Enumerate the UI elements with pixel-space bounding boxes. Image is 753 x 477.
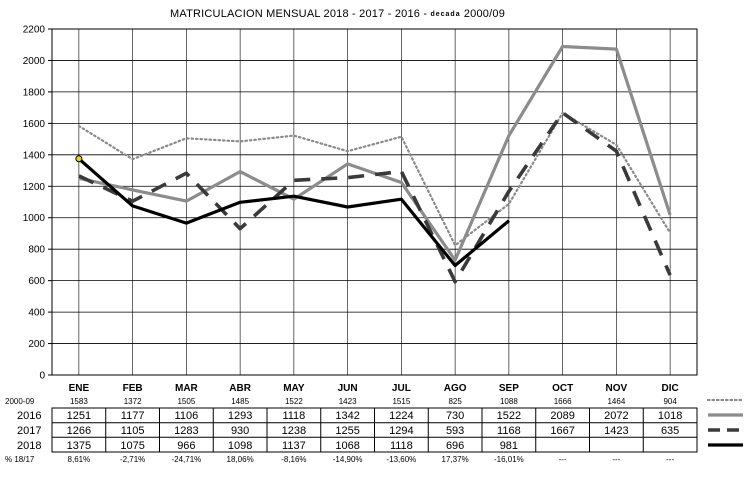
y-tick-label: 1600 [23, 119, 46, 130]
y-tick-label: 1800 [23, 87, 46, 98]
table-cell-2000-09: 904 [663, 397, 677, 406]
table-cell-pct: -24,71% [171, 455, 201, 464]
x-tick-label-dic: DIC [662, 383, 679, 394]
table-cell-2000-09: 825 [448, 397, 462, 406]
table-cell-2000-09: 1666 [554, 397, 572, 406]
table-cell-2017: 635 [661, 425, 679, 437]
table-cell-2016: 1106 [175, 410, 199, 422]
table-cell-2017: 1255 [335, 425, 359, 437]
x-tick-label-abr: ABR [229, 383, 251, 394]
series-line-2016 [78, 44, 672, 262]
y-tick-label: 1000 [23, 213, 46, 224]
x-tick-label-jun: JUN [338, 383, 358, 394]
table-cell-2016: 1118 [282, 410, 305, 422]
table-cell-pct: -8,16% [281, 455, 306, 464]
table-row-label-2016: 2016 [17, 410, 41, 422]
table-cell-2018: 1098 [228, 440, 252, 452]
x-tick-label-ene: ENE [69, 383, 90, 394]
y-tick-label: 1400 [23, 150, 46, 161]
table-row-label-2000-09: 2000-09 [5, 397, 35, 406]
table-cell-2000-09: 1522 [285, 397, 303, 406]
table-cell-2000-09: 1583 [70, 397, 88, 406]
y-tick-label: 600 [28, 276, 45, 287]
table-cell-2016: 1224 [389, 410, 413, 422]
table-cell-2018: 696 [446, 440, 464, 452]
y-tick-label: 400 [28, 308, 45, 319]
table-cell-pct: --- [559, 455, 567, 464]
table-cell-2018: 1375 [67, 440, 91, 452]
x-tick-label-nov: NOV [606, 383, 628, 394]
table-cell-2017: 1168 [497, 425, 521, 437]
table-cell-2016: 2089 [550, 410, 574, 422]
table-row-label-pct: % 18/17 [5, 455, 35, 464]
table-cell-2017: 1667 [550, 425, 574, 437]
table-cell-2017: 1283 [174, 425, 198, 437]
table-cell-2016: 1522 [497, 410, 521, 422]
table-cell-2017: 1423 [604, 425, 628, 437]
series-line-2018 [77, 157, 510, 268]
first-point-marker [75, 155, 83, 163]
table-cell-2018: 1137 [282, 440, 306, 452]
table-cell-2016: 2072 [604, 410, 628, 422]
table-cell-pct: -16,01% [494, 455, 524, 464]
chart-title: MATRICULACION MENSUAL 2018 - 2017 - 2016… [170, 8, 506, 20]
table-row-label-2017: 2017 [17, 425, 41, 437]
table-cell-2000-09: 1515 [392, 397, 410, 406]
table-cell-2016: 1251 [67, 410, 91, 422]
table-cell-2000-09: 1088 [500, 397, 518, 406]
x-tick-label-may: MAY [283, 383, 305, 394]
table-cell-pct: -2,71% [120, 455, 145, 464]
table-cell-pct: --- [666, 455, 674, 464]
table-cell-2000-09: 1372 [124, 397, 142, 406]
x-tick-label-ago: AGO [444, 383, 467, 394]
y-tick-label: 2200 [23, 25, 46, 36]
table-cell-2017: 1105 [121, 425, 145, 437]
table-cell-2018: 966 [177, 440, 195, 452]
chart-title-decada: decada [430, 11, 461, 18]
table-cell-pct: 8,61% [68, 455, 91, 464]
table-cell-2016: 1342 [335, 410, 359, 422]
x-tick-label-feb: FEB [123, 383, 143, 394]
table-cell-2000-09: 1485 [231, 397, 249, 406]
table-cell-2018: 1075 [120, 440, 144, 452]
series-line-2000-09 [77, 111, 672, 247]
table-cell-pct: 17,37% [442, 455, 469, 464]
table-cell-2017: 930 [231, 425, 249, 437]
table-cell-pct: -14,90% [333, 455, 363, 464]
series-line-2017 [78, 111, 672, 284]
table-cell-pct: 18,06% [227, 455, 254, 464]
table-cell-2016: 1018 [658, 410, 682, 422]
y-tick-label: 1200 [23, 182, 46, 193]
table-cell-2000-09: 1505 [177, 397, 195, 406]
table-cell-2018: 1068 [335, 440, 359, 452]
table-cell-2017: 1266 [67, 425, 91, 437]
y-tick-label: 200 [28, 339, 45, 350]
y-tick-label: 800 [28, 245, 45, 256]
table-cell-2016: 730 [446, 410, 464, 422]
table-cell-2016: 1293 [228, 410, 252, 422]
table-cell-2017: 593 [446, 425, 464, 437]
table-cell-2000-09: 1464 [607, 397, 625, 406]
table-cell-pct: --- [612, 455, 620, 464]
x-tick-label-oct: OCT [552, 383, 573, 394]
table-cell-pct: -13,60% [386, 455, 416, 464]
table-cell-2016: 1177 [121, 410, 145, 422]
x-tick-label-mar: MAR [175, 383, 199, 394]
y-tick-label: 0 [39, 371, 45, 382]
table-cell-2018: 1118 [390, 440, 413, 452]
table-cell-2017: 1294 [389, 425, 413, 437]
x-tick-label-sep: SEP [499, 383, 519, 394]
table-row-label-2018: 2018 [17, 440, 41, 452]
table-cell-2018: 981 [500, 440, 518, 452]
table-cell-2017: 1238 [282, 425, 306, 437]
table-cell-2000-09: 1423 [339, 397, 357, 406]
y-tick-label: 2000 [23, 56, 46, 67]
x-tick-label-jul: JUL [392, 383, 411, 394]
